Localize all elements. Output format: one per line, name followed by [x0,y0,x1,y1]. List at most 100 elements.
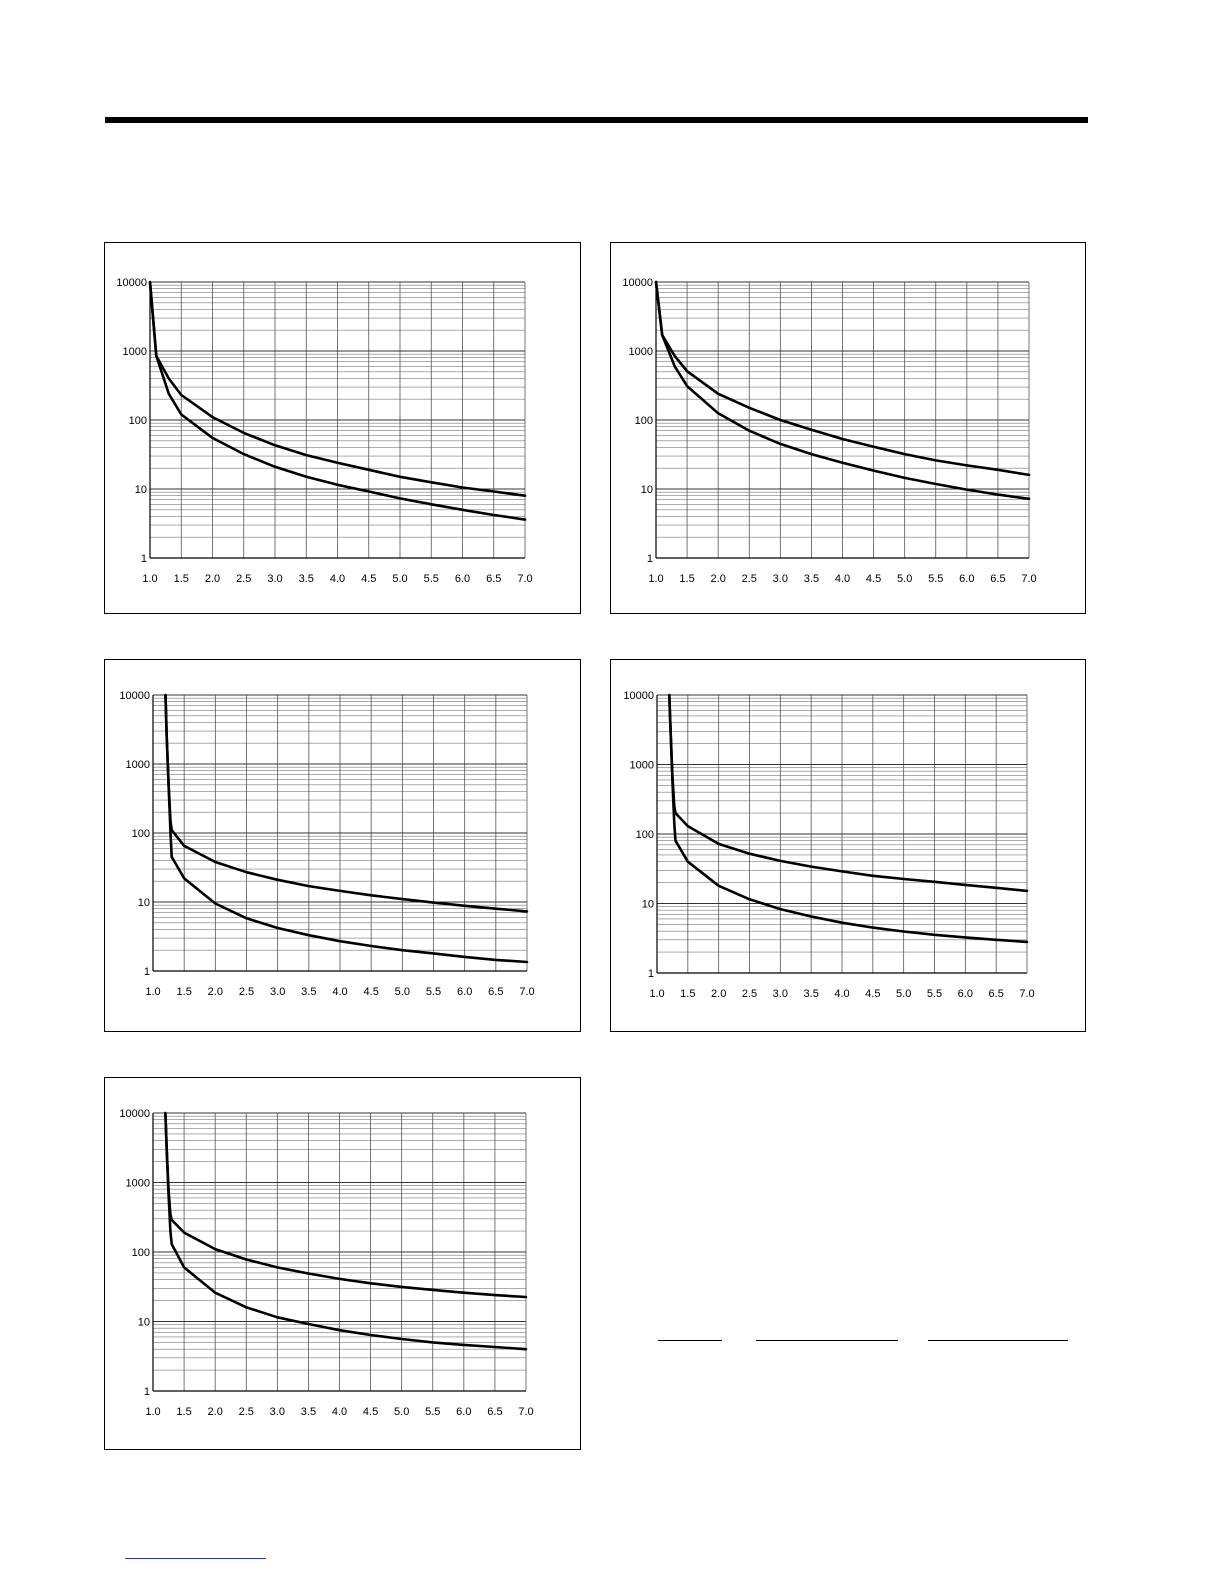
chart-1-series-2-line [148,280,527,521]
y-tick-label-1: 1 [141,553,147,565]
x-tick-label-4: 7.0 [1019,988,1034,1000]
y-tick-label-5: 10 [138,1317,150,1329]
y-tick-label-3: 1 [144,966,150,978]
chart-2-series-1-line [654,280,1031,477]
chart-3-svg: 1.0 1.5 2.0 2.5 3.0 3.5 4.0 4.5 5.0 5.5 6.0 6.5 7.0 1… [119,690,534,998]
x-tick-label-2: 1.5 [679,573,694,585]
x-tick-label-3: 4.0 [332,986,347,998]
x-tick-label-1: 3.0 [267,573,282,585]
x-tick-label-5: 3.5 [301,1406,316,1418]
y-tick-label-1: 100 [129,415,147,427]
x-tick-label-2: 2.0 [711,573,726,585]
chart-panel-1: 1.0 1.5 2.0 2.5 3.0 3.5 4.0 4.5 5.0 5.5 6.0 6.5 7.0 1… [104,242,581,614]
x-tick-label-3: 2.0 [208,986,223,998]
y-tick-label-1: 10000 [116,277,147,289]
x-tick-label-4: 5.5 [927,988,942,1000]
x-tick-label-4: 3.0 [773,988,788,1000]
chart-4-svg: 1.0 1.5 2.0 2.5 3.0 3.5 4.0 4.5 5.0 5.5 6.0 6.5 7.0 1… [623,690,1034,1000]
x-tick-label-1: 5.0 [392,573,407,585]
y-tick-label-4: 10000 [623,690,654,702]
x-tick-label-5: 4.5 [363,1406,378,1418]
x-tick-label-4: 4.0 [834,988,849,1000]
y-tick-label-4: 100 [636,829,654,841]
x-tick-label-4: 1.0 [649,988,664,1000]
chart-5-series-2-line [164,1111,528,1351]
table-rule-2 [756,1340,898,1341]
chart-2-series-2-line [654,280,1031,501]
chart-1-series-1-line [148,280,527,497]
x-tick-label-1: 4.5 [361,573,376,585]
y-tick-label-3: 10 [138,897,150,909]
table-rule-3 [928,1340,1068,1341]
chart-panel-5: 1.0 1.5 2.0 2.5 3.0 3.5 4.0 4.5 5.0 5.5 6.0 6.5 7.0 1… [104,1077,581,1450]
x-tick-label-4: 2.5 [742,988,757,1000]
x-tick-label-3: 1.5 [177,986,192,998]
y-tick-label-5: 1000 [126,1178,150,1190]
y-tick-label-5: 1 [144,1386,150,1398]
y-tick-label-3: 1000 [126,759,150,771]
y-tick-label-3: 10000 [119,690,150,702]
y-tick-label-4: 1000 [630,760,654,772]
x-tick-label-5: 5.0 [394,1406,409,1418]
x-tick-label-1: 3.5 [299,573,314,585]
x-tick-label-3: 3.5 [301,986,316,998]
x-tick-label-3: 6.0 [457,986,472,998]
x-tick-label-2: 2.5 [742,573,757,585]
chart-panel-2: 1.0 1.5 2.0 2.5 3.0 3.5 4.0 4.5 5.0 5.5 6.0 6.5 7.0 1… [610,242,1086,614]
chart-5-svg: 1.0 1.5 2.0 2.5 3.0 3.5 4.0 4.5 5.0 5.5 6.0 6.5 7.0 1… [119,1108,533,1418]
x-tick-label-3: 5.0 [395,986,410,998]
x-tick-label-5: 6.0 [456,1406,471,1418]
chart-1-svg: 1.0 1.5 2.0 2.5 3.0 3.5 4.0 4.5 5.0 5.5 6.0 6.5 7.0 1… [116,277,532,585]
x-tick-label-1: 5.5 [424,573,439,585]
y-tick-label-2: 100 [635,415,653,427]
x-tick-label-1: 6.5 [486,573,501,585]
x-tick-label-5: 3.0 [270,1406,285,1418]
x-tick-label-5: 1.0 [145,1406,160,1418]
y-tick-label-4: 1 [648,968,654,980]
x-tick-label-4: 3.5 [804,988,819,1000]
y-tick-label-5: 100 [132,1247,150,1259]
y-tick-label-3: 100 [132,828,150,840]
y-tick-label-2: 1 [647,553,653,565]
x-tick-label-2: 5.0 [897,573,912,585]
y-tick-label-2: 1000 [629,346,653,358]
x-tick-label-2: 6.0 [959,573,974,585]
x-tick-label-2: 1.0 [648,573,663,585]
x-tick-label-1: 1.0 [142,573,157,585]
y-tick-label-1: 1000 [123,346,147,358]
x-tick-label-1: 2.0 [205,573,220,585]
x-tick-label-2: 4.0 [835,573,850,585]
x-tick-label-3: 2.5 [239,986,254,998]
x-tick-label-4: 6.0 [958,988,973,1000]
x-tick-label-4: 1.5 [680,988,695,1000]
x-tick-label-1: 1.5 [174,573,189,585]
x-tick-label-5: 4.0 [332,1406,347,1418]
y-tick-label-1: 10 [135,484,147,496]
y-tick-label-2: 10 [641,484,653,496]
chart-4-series-2-line [668,693,1029,944]
x-tick-label-5: 2.5 [239,1406,254,1418]
chart-panel-3: 1.0 1.5 2.0 2.5 3.0 3.5 4.0 4.5 5.0 5.5 6.0 6.5 7.0 1… [104,659,581,1032]
x-tick-label-3: 4.5 [364,986,379,998]
x-tick-label-2: 6.5 [990,573,1005,585]
x-tick-label-4: 6.5 [989,988,1004,1000]
x-tick-label-5: 6.5 [487,1406,502,1418]
chart-3-series-2-line [164,693,529,964]
top-rule [105,117,1088,123]
chart-panel-4: 1.0 1.5 2.0 2.5 3.0 3.5 4.0 4.5 5.0 5.5 6.0 6.5 7.0 1… [610,659,1086,1032]
chart-3-series-1-line [164,693,529,913]
x-tick-label-1: 4.0 [330,573,345,585]
x-tick-label-3: 1.0 [145,986,160,998]
x-tick-label-2: 7.0 [1021,573,1036,585]
x-tick-label-3: 3.0 [270,986,285,998]
x-tick-label-5: 5.5 [425,1406,440,1418]
x-tick-label-1: 2.5 [236,573,251,585]
x-tick-label-4: 4.5 [865,988,880,1000]
x-tick-label-1: 7.0 [517,573,532,585]
x-tick-label-4: 2.0 [711,988,726,1000]
x-tick-label-3: 7.0 [519,986,534,998]
x-tick-label-4: 5.0 [896,988,911,1000]
x-tick-label-5: 7.0 [518,1406,533,1418]
footer-link-rule [125,1558,266,1559]
x-tick-label-3: 6.5 [488,986,503,998]
